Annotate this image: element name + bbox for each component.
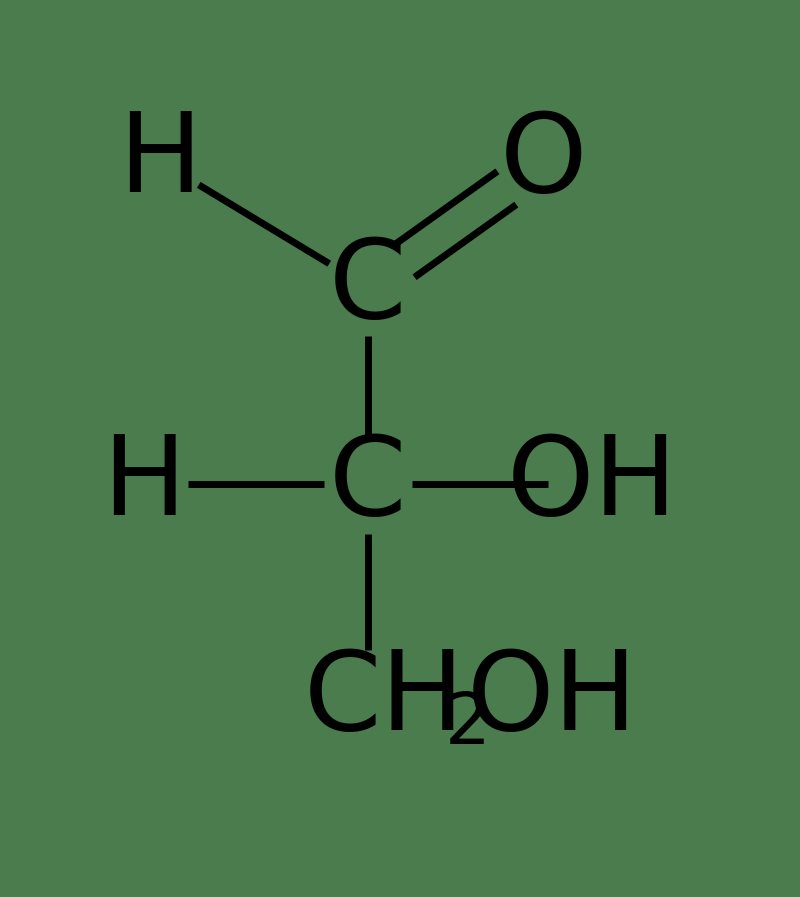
Text: C: C	[329, 431, 407, 538]
Text: 2: 2	[445, 691, 491, 759]
Text: OH: OH	[466, 646, 638, 753]
Text: H: H	[102, 431, 186, 538]
Text: C: C	[329, 233, 407, 341]
Text: O: O	[500, 108, 588, 215]
Text: OH: OH	[506, 431, 678, 538]
Text: CH: CH	[304, 646, 465, 753]
Text: H: H	[118, 108, 202, 215]
